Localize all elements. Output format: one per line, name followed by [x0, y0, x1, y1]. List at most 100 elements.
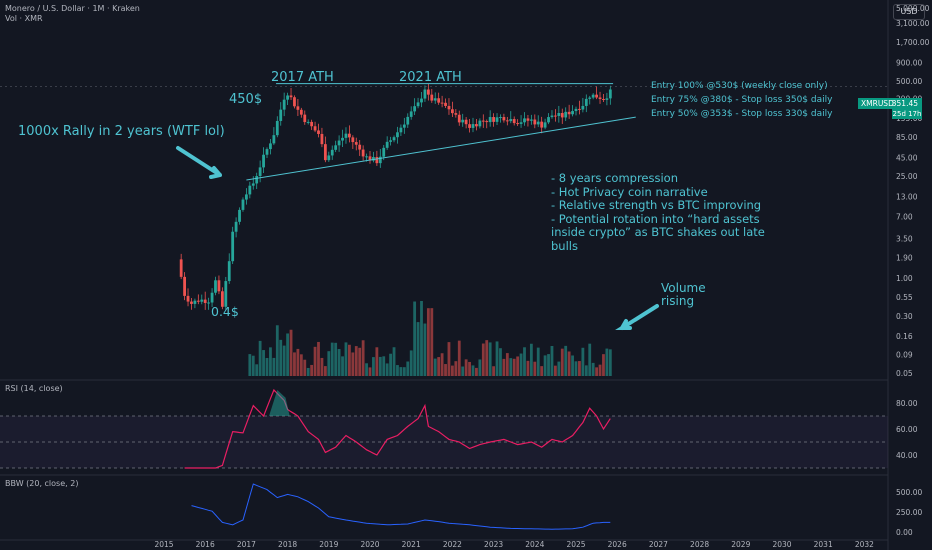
candle-body	[420, 98, 423, 103]
candle-body	[255, 176, 259, 184]
candle-body	[475, 124, 478, 127]
price-tick-label: 0.05	[896, 369, 913, 378]
candle-body	[251, 183, 255, 186]
volume-bar	[286, 333, 289, 376]
candle-body	[595, 94, 598, 98]
level-450-label: 450$	[229, 92, 263, 107]
candle-body	[512, 119, 516, 124]
candle-body	[433, 98, 437, 101]
candle-body	[567, 111, 571, 115]
candle-body	[602, 98, 605, 100]
candle-body	[310, 121, 314, 127]
volume-bar	[478, 359, 482, 376]
candle-body	[440, 102, 444, 104]
volume-bar	[481, 343, 485, 376]
volume-bar	[399, 367, 403, 376]
candle-body	[231, 231, 235, 262]
volume-bar	[293, 352, 296, 376]
candle-body	[348, 133, 351, 138]
price-tick-label: 1,700.00	[896, 38, 930, 47]
candle-body	[207, 302, 211, 304]
candle-body	[454, 113, 458, 115]
bbw-tick-label: 500.00	[896, 488, 922, 497]
volume-bar	[275, 325, 279, 376]
volume-bar	[567, 351, 571, 376]
price-tick-label: 0.30	[896, 312, 913, 321]
candle-body	[385, 141, 389, 148]
volume-bar	[488, 342, 492, 376]
volume-bar	[437, 357, 441, 376]
volume-bar	[468, 361, 471, 376]
candle-body	[423, 89, 427, 99]
volume-bar	[464, 359, 468, 376]
volume-bar	[560, 348, 564, 376]
candle-body	[214, 280, 217, 293]
volume-bar	[416, 322, 420, 376]
volume-bar	[492, 366, 495, 376]
volume-bar	[519, 353, 523, 376]
currency-button[interactable]: USD	[893, 4, 925, 20]
price-tick-label: 500.00	[896, 77, 922, 86]
candle-body	[430, 94, 434, 101]
entry-line-3: Entry 50% @353$ - Stop loss 330$ daily	[651, 109, 833, 119]
volume-bar	[248, 354, 252, 376]
candle-body	[554, 115, 557, 117]
candle-body	[516, 123, 520, 125]
candle-body	[341, 137, 344, 141]
volume-bar	[602, 354, 605, 376]
candle-body	[536, 121, 540, 125]
price-tick-label: 0.16	[896, 332, 913, 341]
volume-bar	[258, 340, 262, 376]
volume-bar	[440, 353, 444, 376]
price-tick-label: 7.00	[896, 212, 913, 221]
volume-bar	[554, 365, 557, 376]
candle-body	[492, 117, 495, 122]
volume-bar	[413, 301, 417, 376]
volume-bar	[282, 345, 286, 376]
rsi-overbought-fill	[269, 390, 290, 416]
volume-bar	[348, 344, 351, 376]
volume-bar	[361, 340, 365, 376]
year-tick-label: 2028	[690, 540, 709, 549]
year-tick-label: 2026	[608, 540, 627, 549]
candle-body	[265, 149, 269, 155]
candle-body	[399, 127, 403, 133]
candle-body	[183, 276, 186, 296]
price-tick-label: 0.09	[896, 350, 913, 359]
volume-bar	[550, 345, 554, 376]
volume-bar	[296, 348, 300, 376]
year-tick-label: 2027	[649, 540, 668, 549]
volume-bar	[433, 358, 437, 376]
volume-bar	[605, 348, 609, 376]
price-tick-label: 13.00	[896, 193, 918, 202]
candle-body	[426, 89, 430, 95]
candle-body	[238, 209, 241, 222]
volume-bar	[516, 356, 520, 376]
candle-body	[550, 115, 554, 118]
volume-bar	[536, 347, 540, 376]
volume-bar	[289, 329, 293, 376]
year-tick-label: 2022	[443, 540, 462, 549]
year-tick-label: 2017	[237, 540, 256, 549]
candle-body	[323, 144, 327, 161]
candle-countdown: 25d 17h	[892, 109, 922, 119]
candle-body	[457, 114, 461, 123]
candle-body	[584, 98, 588, 106]
volume-bar	[402, 367, 406, 376]
volume-bar	[588, 343, 592, 376]
volume-bar	[608, 349, 612, 376]
candle-body	[447, 105, 451, 110]
candle-body	[358, 144, 362, 150]
rsi-tick-label: 60.00	[896, 425, 918, 434]
price-tick-label: 1.00	[896, 274, 913, 283]
rsi-line	[184, 388, 611, 469]
candle-body	[557, 113, 561, 116]
candle-body	[451, 109, 454, 114]
volume-bar	[365, 363, 368, 376]
candle-body	[334, 145, 338, 150]
candle-body	[327, 155, 331, 161]
volume-bar	[591, 362, 595, 376]
candle-body	[437, 98, 441, 103]
volume-rising-label: Volume rising	[661, 281, 706, 308]
